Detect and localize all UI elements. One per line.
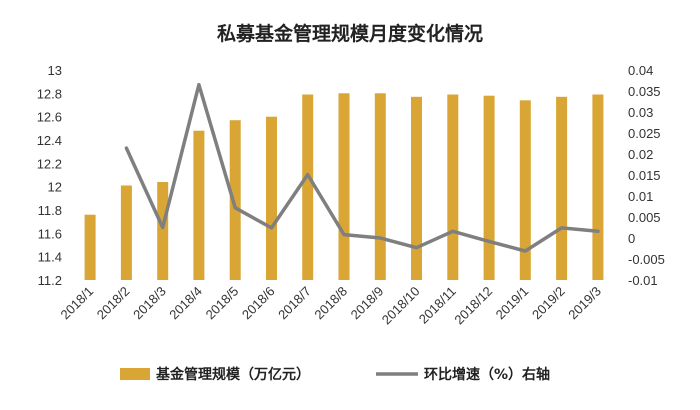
- left-tick-label: 12.4: [37, 133, 62, 148]
- x-tick-label: 2018/3: [130, 284, 169, 323]
- bar-2018/11: [447, 94, 459, 280]
- x-axis-ticks: 2018/12018/22018/32018/42018/52018/62018…: [57, 284, 604, 328]
- bar-2018/1: [84, 214, 96, 280]
- right-tick-label: 0.01: [628, 189, 653, 204]
- x-tick-label: 2018/5: [203, 284, 242, 323]
- bar-2019/3: [592, 94, 604, 280]
- x-tick-label: 2019/3: [565, 284, 604, 323]
- x-tick-label: 2018/4: [166, 284, 205, 323]
- x-tick-label: 2018/8: [311, 284, 350, 323]
- x-tick-label: 2019/1: [493, 284, 532, 323]
- bar-2018/12: [483, 95, 495, 280]
- x-tick-label: 2018/12: [451, 284, 495, 328]
- bar-2018/7: [302, 94, 314, 280]
- left-axis-ticks: 11.2 11.4 11.6 11.8 12 12.2 12.4 12.6 12.8 13: [37, 63, 62, 288]
- chart-title: 私募基金管理规模月度变化情况: [217, 22, 483, 45]
- x-tick-label: 2018/11: [416, 284, 459, 327]
- left-tick-label: 11.4: [38, 250, 62, 265]
- bar-2018/6: [266, 116, 277, 280]
- bar-2019/2: [556, 96, 568, 280]
- bar-2019/1: [519, 100, 531, 280]
- right-tick-label: 0: [628, 231, 635, 246]
- right-tick-label: 0.04: [628, 63, 653, 78]
- right-tick-label: 0.03: [628, 105, 653, 120]
- right-tick-label: 0.02: [628, 147, 653, 162]
- bar-2018/2: [120, 185, 132, 280]
- bar-series: [84, 93, 604, 280]
- left-tick-label: 11.6: [38, 226, 62, 241]
- right-tick-label: 0.035: [628, 84, 661, 99]
- x-tick-label: 2018/7: [275, 284, 314, 323]
- line-series: [124, 82, 600, 253]
- growth-line: [124, 82, 600, 253]
- left-tick-label: 12.8: [37, 86, 62, 101]
- right-axis-ticks: -0.01 -0.005 0 0.005 0.01 0.015 0.02 0.025 0.03 0…: [628, 63, 665, 288]
- left-tick-label: 11.8: [38, 203, 62, 218]
- x-tick-label: 2018/6: [239, 284, 278, 323]
- x-tick-label: 2018/10: [379, 284, 423, 328]
- x-tick-label: 2018/1: [57, 284, 96, 323]
- bar-2018/4: [193, 130, 205, 280]
- legend: 基金管理规模（万亿元） 环比增速（%）右轴: [120, 366, 550, 383]
- x-tick-label: 2019/2: [529, 284, 568, 323]
- left-tick-label: 13: [48, 63, 62, 78]
- right-tick-label: -0.01: [628, 273, 658, 288]
- legend-bar-label: 基金管理规模（万亿元）: [156, 366, 310, 383]
- bar-2018/10: [411, 96, 422, 280]
- bar-2018/3: [157, 182, 169, 280]
- right-tick-label: 0.015: [628, 168, 661, 183]
- right-tick-label: -0.005: [628, 252, 665, 267]
- bar-2018/9: [374, 93, 386, 280]
- left-tick-label: 12.6: [37, 110, 62, 125]
- bar-2018/5: [229, 120, 241, 280]
- left-tick-label: 12: [48, 180, 62, 195]
- bar-2018/8: [338, 93, 350, 280]
- left-tick-label: 12.2: [37, 156, 62, 171]
- left-tick-label: 11.2: [38, 273, 62, 288]
- legend-bar-swatch: [120, 368, 150, 380]
- x-tick-label: 2018/2: [94, 284, 133, 323]
- legend-line-label: 环比增速（%）右轴: [424, 366, 550, 383]
- right-tick-label: 0.025: [628, 126, 661, 141]
- right-tick-label: 0.005: [628, 210, 661, 225]
